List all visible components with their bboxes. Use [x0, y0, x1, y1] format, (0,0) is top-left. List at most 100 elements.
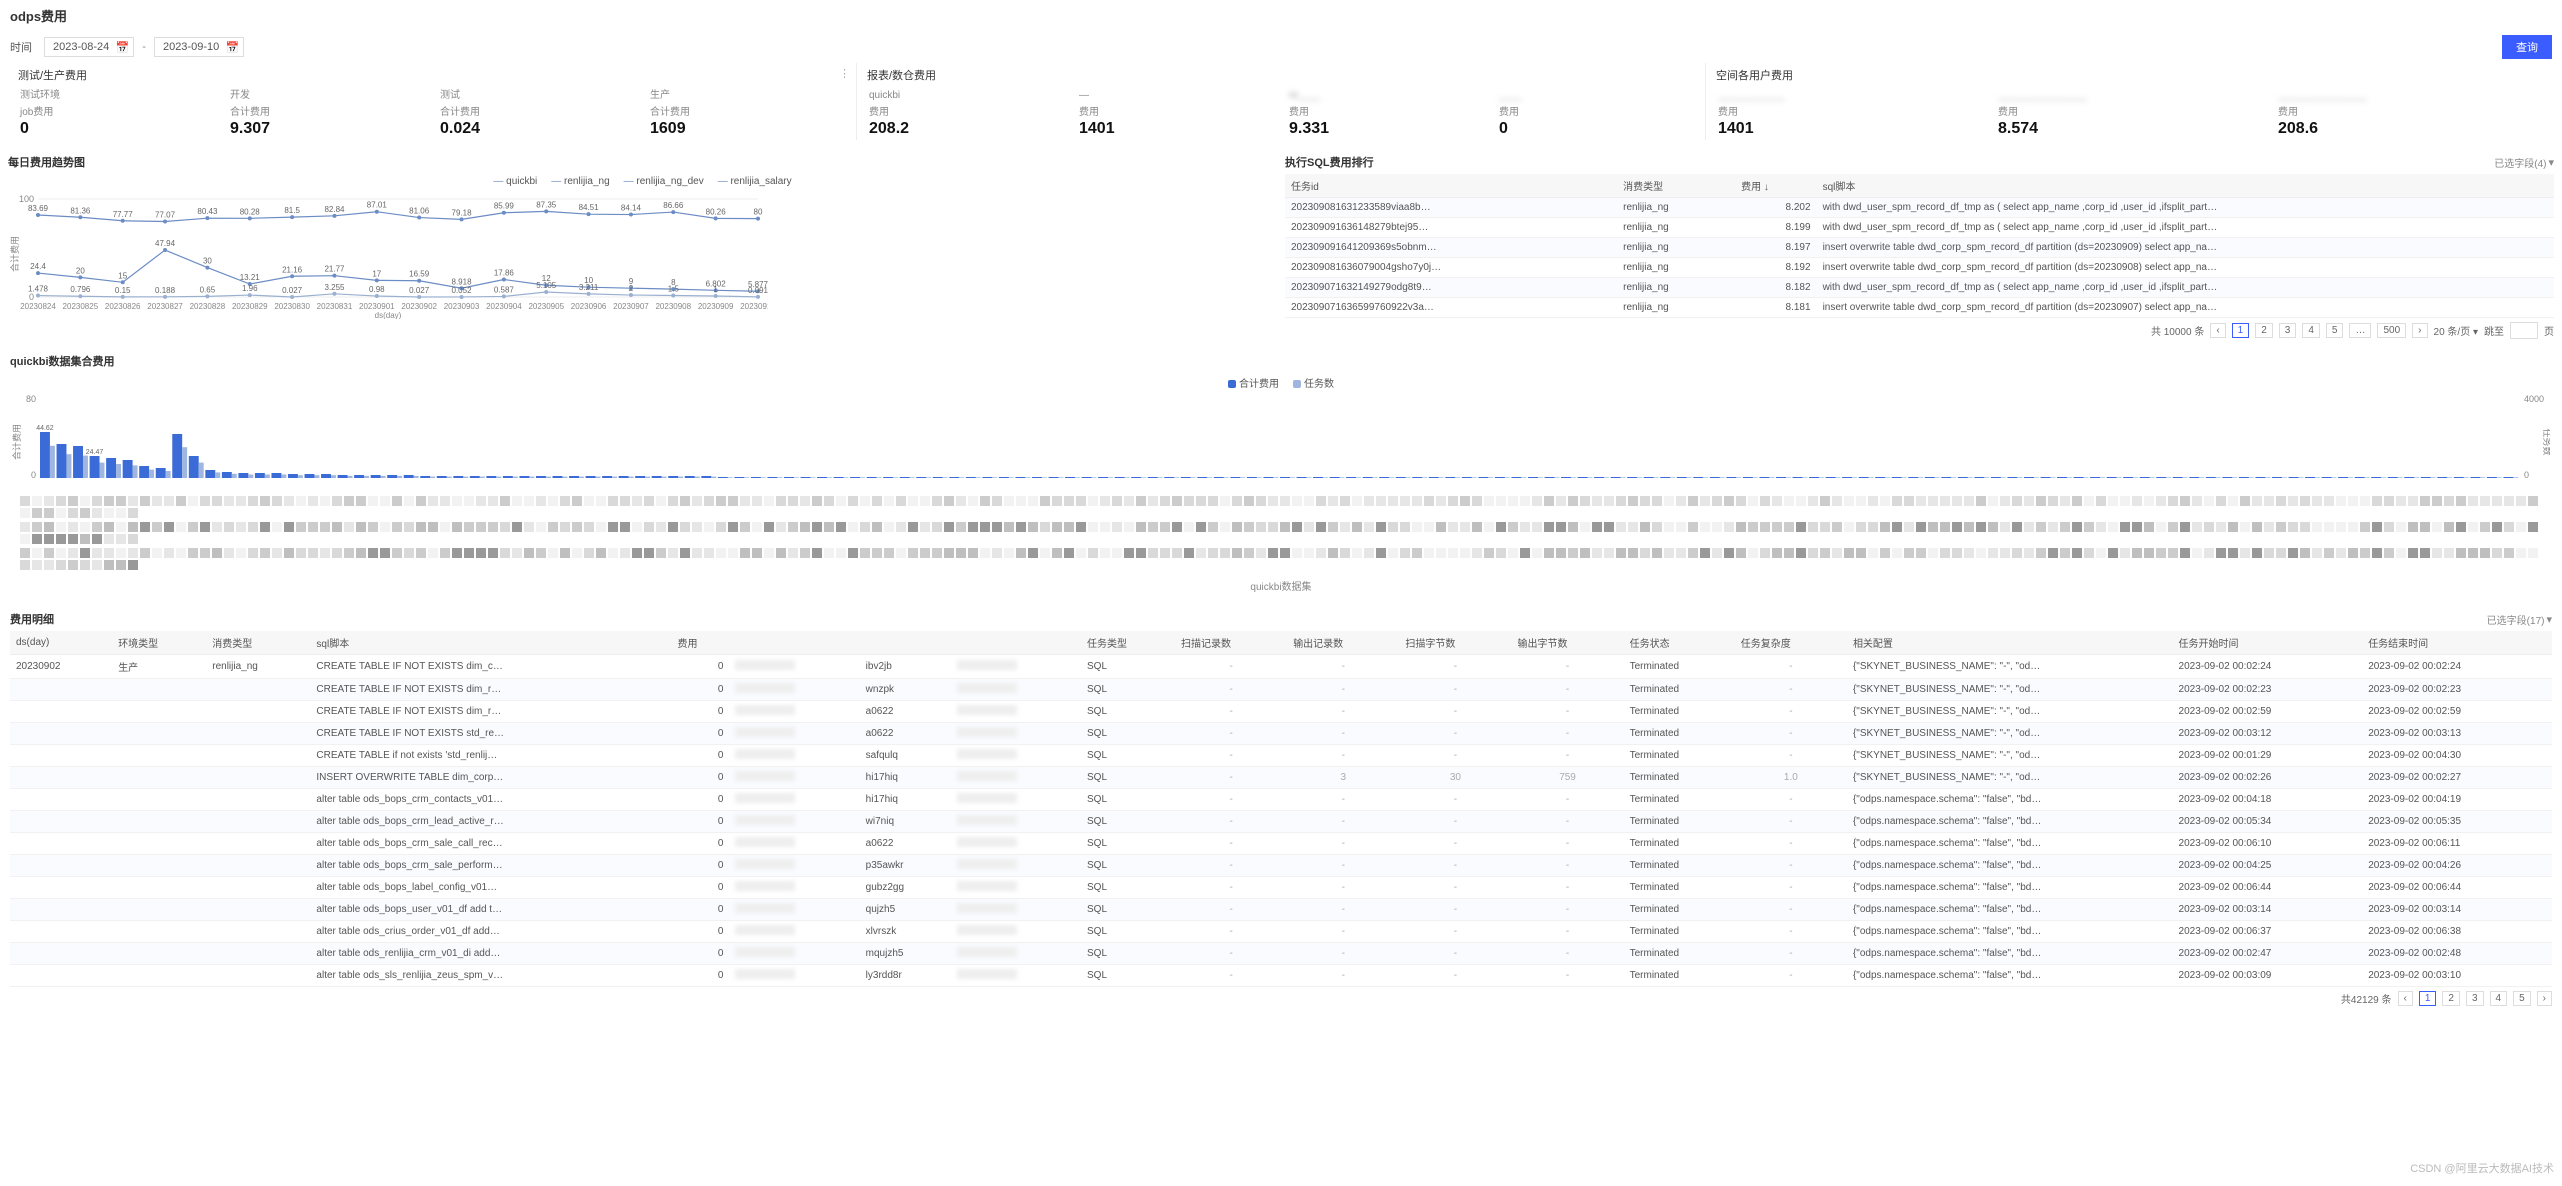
- table-header[interactable]: 费用: [672, 631, 730, 655]
- pager-page[interactable]: 1: [2232, 323, 2250, 338]
- table-row[interactable]: CREATE TABLE IF NOT EXISTS dim_r…0wnzpkS…: [10, 679, 2552, 701]
- pager-per[interactable]: 20 条/页 ▾: [2434, 323, 2478, 338]
- table-header[interactable]: [860, 631, 951, 655]
- sql-rank-hint[interactable]: 已选字段(4): [2494, 155, 2546, 170]
- svg-text:44.62: 44.62: [36, 425, 54, 432]
- table-header[interactable]: 任务结束时间: [2362, 631, 2552, 655]
- table-header[interactable]: 扫描记录数: [1175, 631, 1287, 655]
- table-row[interactable]: 202309081636079004gsho7y0j…renlijia_ng8.…: [1285, 258, 2554, 278]
- strip-cell: [1352, 496, 1362, 506]
- table-header[interactable]: 费用 ↓: [1735, 174, 1816, 198]
- strip-cell: [2252, 548, 2262, 558]
- detail-title: 费用明细: [10, 607, 54, 631]
- table-row[interactable]: 202309091641209369s5obnm…renlijia_ng8.19…: [1285, 238, 2554, 258]
- legend-item[interactable]: — renlijia_ng_dev: [624, 176, 704, 187]
- strip-cell: [764, 548, 774, 558]
- pager-page[interactable]: 3: [2279, 323, 2297, 338]
- detail-hint[interactable]: 已选字段(17): [2487, 612, 2545, 627]
- strip-cell: [1280, 522, 1290, 532]
- strip-cell: [1340, 548, 1350, 558]
- strip-cell: [1460, 496, 1470, 506]
- chevron-down-icon[interactable]: ▾: [2546, 613, 2552, 626]
- strip-cell: [512, 496, 522, 506]
- legend-item[interactable]: 任务数: [1293, 375, 1334, 390]
- table-header[interactable]: 相关配置: [1847, 631, 2173, 655]
- table-row[interactable]: 202309071636599760922v3a…renlijia_ng8.18…: [1285, 298, 2554, 318]
- strip-cell: [56, 508, 66, 518]
- table-row[interactable]: alter table ods_bops_crm_contacts_v01…0h…: [10, 789, 2552, 811]
- table-row[interactable]: alter table ods_bops_crm_sale_call_rec…0…: [10, 833, 2552, 855]
- pager-prev[interactable]: ‹: [2210, 323, 2225, 338]
- strip-cell: [1880, 548, 1890, 558]
- pager-next[interactable]: ›: [2412, 323, 2427, 338]
- strip-cell: [848, 522, 858, 532]
- table-row[interactable]: CREATE TABLE IF NOT EXISTS dim_r…0a0622S…: [10, 701, 2552, 723]
- strip-cell: [1304, 548, 1314, 558]
- pager-page[interactable]: 2: [2442, 991, 2460, 1006]
- legend-item[interactable]: — renlijia_salary: [718, 176, 792, 187]
- table-row[interactable]: alter table ods_sls_renlijia_zeus_spm_v……: [10, 965, 2552, 987]
- strip-cell: [164, 548, 174, 558]
- table-row[interactable]: 202309091636148279btej95…renlijia_ng8.19…: [1285, 218, 2554, 238]
- table-header[interactable]: sql脚本: [1817, 174, 2554, 198]
- table-header[interactable]: 输出字节数: [1511, 631, 1623, 655]
- query-button[interactable]: 查询: [2502, 35, 2552, 59]
- table-row[interactable]: 202309071632149279odg8t9…renlijia_ng8.18…: [1285, 278, 2554, 298]
- legend-item[interactable]: — renlijia_ng: [551, 176, 609, 187]
- table-header[interactable]: ds(day): [10, 631, 112, 655]
- pager-page[interactable]: 1: [2419, 991, 2437, 1006]
- table-header[interactable]: 任务类型: [1081, 631, 1175, 655]
- pager-page[interactable]: 5: [2326, 323, 2344, 338]
- strip-cell: [2528, 522, 2538, 532]
- table-header[interactable]: 输出记录数: [1287, 631, 1399, 655]
- table-header[interactable]: 消费类型: [206, 631, 310, 655]
- pager-prev[interactable]: ‹: [2398, 991, 2413, 1006]
- more-icon[interactable]: ⋮: [839, 67, 850, 80]
- chevron-down-icon[interactable]: ▾: [2548, 156, 2554, 169]
- strip-cell: [1808, 548, 1818, 558]
- table-header[interactable]: [729, 631, 859, 655]
- pager-page[interactable]: 500: [2377, 323, 2406, 338]
- table-header[interactable]: 任务开始时间: [2173, 631, 2363, 655]
- table-header[interactable]: sql脚本: [310, 631, 671, 655]
- strip-cell: [1304, 522, 1314, 532]
- table-header[interactable]: 任务复杂度: [1735, 631, 1847, 655]
- svg-text:82.84: 82.84: [324, 205, 345, 214]
- strip-cell: [572, 548, 582, 558]
- strip-cell: [260, 548, 270, 558]
- table-header[interactable]: 环境类型: [112, 631, 206, 655]
- table-header[interactable]: 扫描字节数: [1399, 631, 1511, 655]
- pager-page[interactable]: 3: [2466, 991, 2484, 1006]
- table-row[interactable]: 202309081631233589viaa8b…renlijia_ng8.20…: [1285, 198, 2554, 218]
- pager-page[interactable]: 4: [2302, 323, 2320, 338]
- date-end-input[interactable]: 2023-09-10 📅: [154, 37, 244, 57]
- strip-cell: [2108, 548, 2118, 558]
- table-header[interactable]: [951, 631, 1081, 655]
- table-row[interactable]: alter table ods_renlijia_crm_v01_di add……: [10, 943, 2552, 965]
- table-header[interactable]: 消费类型: [1617, 174, 1735, 198]
- table-row[interactable]: CREATE TABLE if not exists 'std_renlij…0…: [10, 745, 2552, 767]
- pager-page[interactable]: 5: [2513, 991, 2531, 1006]
- table-row[interactable]: INSERT OVERWRITE TABLE dim_corp…0hi17hiq…: [10, 767, 2552, 789]
- table-row[interactable]: CREATE TABLE IF NOT EXISTS std_re…0a0622…: [10, 723, 2552, 745]
- strip-cell: [1604, 496, 1614, 506]
- pager-page[interactable]: 4: [2490, 991, 2508, 1006]
- date-start-input[interactable]: 2023-08-24 📅: [44, 37, 134, 57]
- pager-page[interactable]: 2: [2255, 323, 2273, 338]
- legend-item[interactable]: — quickbi: [493, 176, 537, 187]
- strip-cell: [944, 548, 954, 558]
- strip-cell: [1700, 548, 1710, 558]
- table-row[interactable]: alter table ods_bops_crm_lead_active_r…0…: [10, 811, 2552, 833]
- table-row[interactable]: alter table ods_crius_order_v01_df add…0…: [10, 921, 2552, 943]
- pager-page[interactable]: …: [2349, 323, 2371, 338]
- table-row[interactable]: alter table ods_bops_user_v01_df add t…0…: [10, 899, 2552, 921]
- table-row[interactable]: alter table ods_bops_label_config_v01…0g…: [10, 877, 2552, 899]
- table-row[interactable]: 20230902生产renlijia_ngCREATE TABLE IF NOT…: [10, 655, 2552, 679]
- table-header[interactable]: 任务状态: [1624, 631, 1735, 655]
- legend-item[interactable]: 合计费用: [1228, 375, 1279, 390]
- pager-next[interactable]: ›: [2537, 991, 2552, 1006]
- pager-goto-input[interactable]: [2510, 322, 2538, 339]
- strip-cell: [812, 548, 822, 558]
- table-row[interactable]: alter table ods_bops_crm_sale_perform…0p…: [10, 855, 2552, 877]
- table-header[interactable]: 任务id: [1285, 174, 1617, 198]
